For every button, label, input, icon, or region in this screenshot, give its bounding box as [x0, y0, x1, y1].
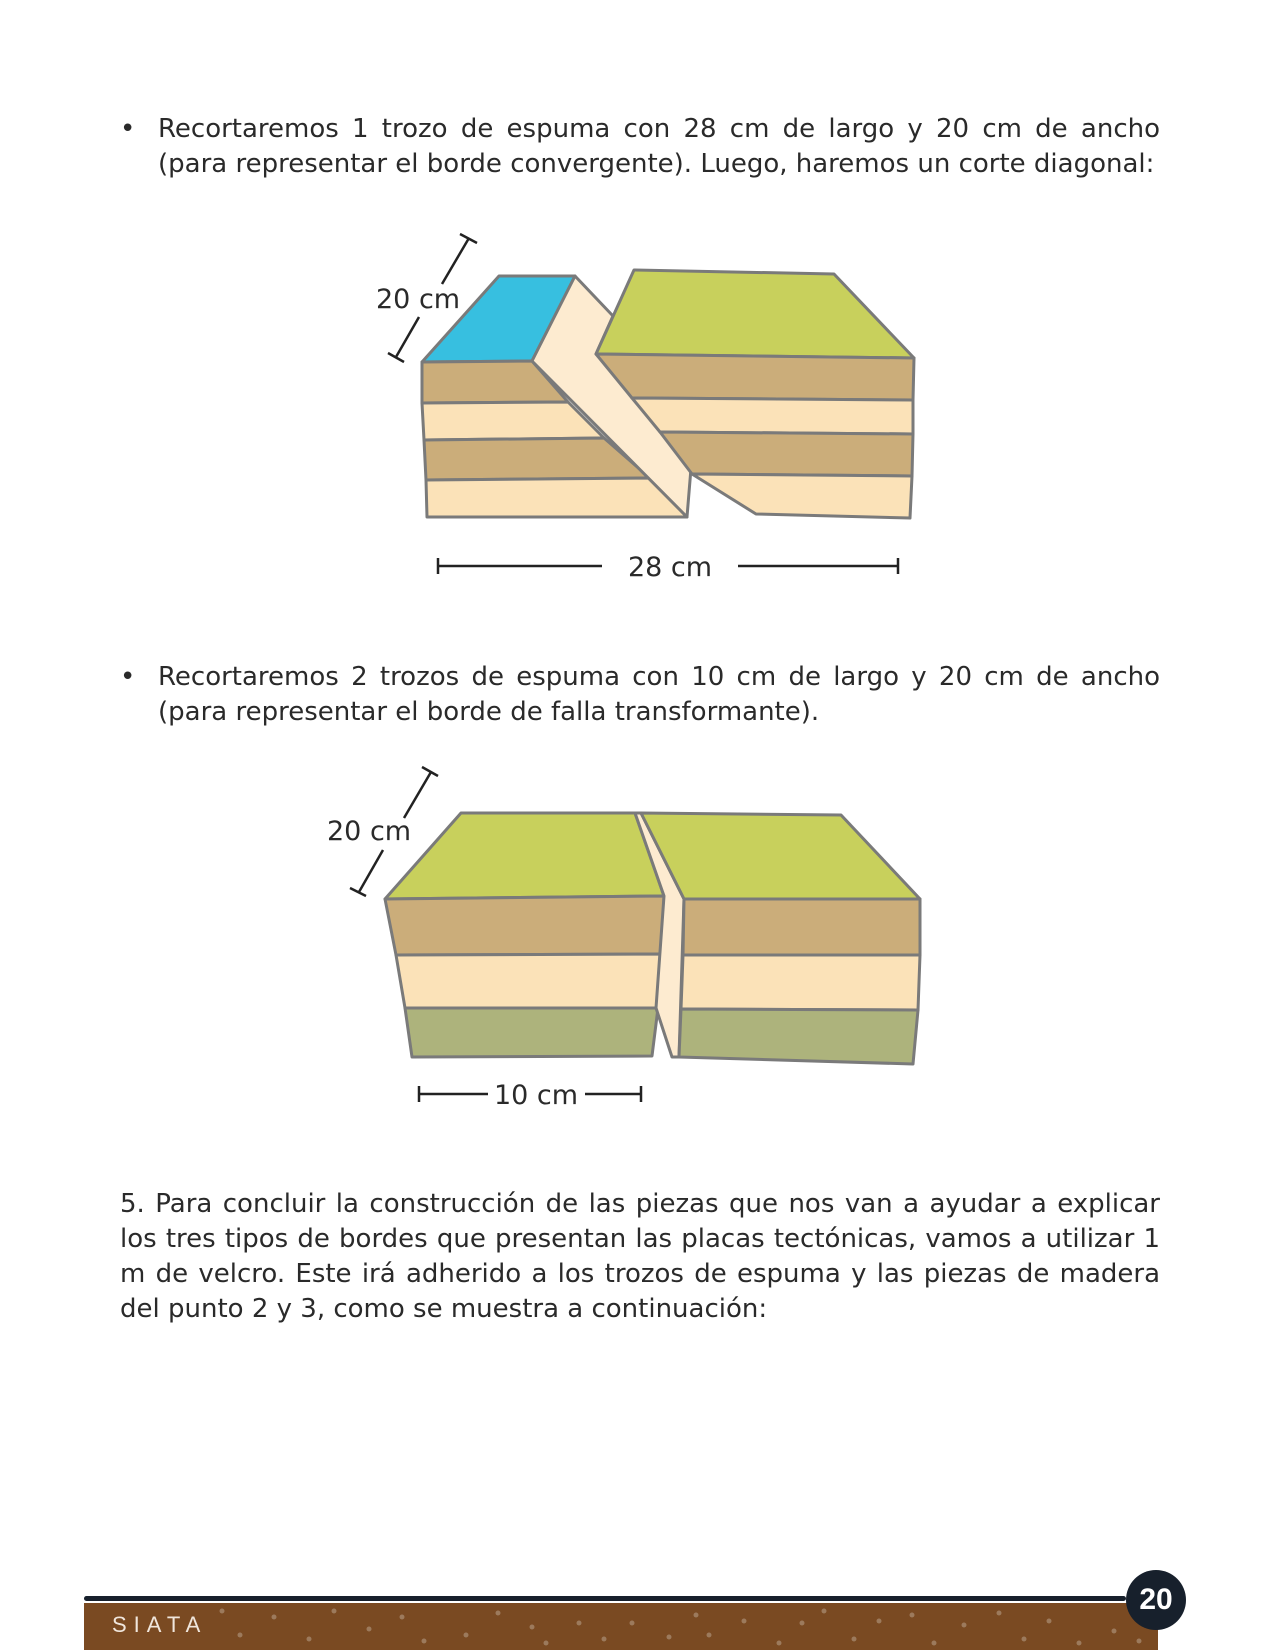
convergent-foam-figure: 20 cm 28 cm: [376, 232, 916, 583]
footer-rule: [84, 1596, 1126, 1601]
fig1-width-label: 20 cm: [376, 284, 460, 315]
left-layer-2: [394, 952, 664, 1010]
fig2-width-label: 20 cm: [327, 816, 411, 847]
right-layer-4: [690, 472, 914, 520]
bullet-transform: • Recortaremos 2 trozos de espuma con 10…: [120, 660, 1160, 730]
left-land-top: [383, 811, 666, 901]
step-5-paragraph: 5. Para concluir la construcción de las …: [120, 1189, 1160, 1324]
bullet-dot: •: [120, 114, 136, 144]
bullet-transform-text: Recortaremos 2 trozos de espuma con 10 c…: [158, 662, 1160, 727]
bullet-convergent-text: Recortaremos 1 trozo de espuma con 28 cm…: [158, 114, 1160, 179]
page-number: 20: [1126, 1570, 1186, 1630]
bullet-convergent: • Recortaremos 1 trozo de espuma con 28 …: [120, 112, 1160, 182]
right-layer-2: [679, 953, 922, 1012]
left-layer-3: [403, 1006, 660, 1059]
fig2-length-label: 10 cm: [494, 1080, 578, 1111]
transform-foam-figure: 20 cm 10 cm: [327, 765, 922, 1111]
left-layer-1: [383, 894, 666, 957]
footer-bar: [84, 1603, 1158, 1650]
bullet-dot: •: [120, 662, 136, 692]
right-land-top: [639, 811, 922, 901]
right-layer-1: [681, 897, 922, 957]
footer-brand: SIATA: [112, 1612, 208, 1637]
fig1-length-label: 28 cm: [628, 552, 712, 583]
soil-dots-decoration: [219, 1608, 1142, 1646]
right-layer-3: [677, 1007, 920, 1066]
